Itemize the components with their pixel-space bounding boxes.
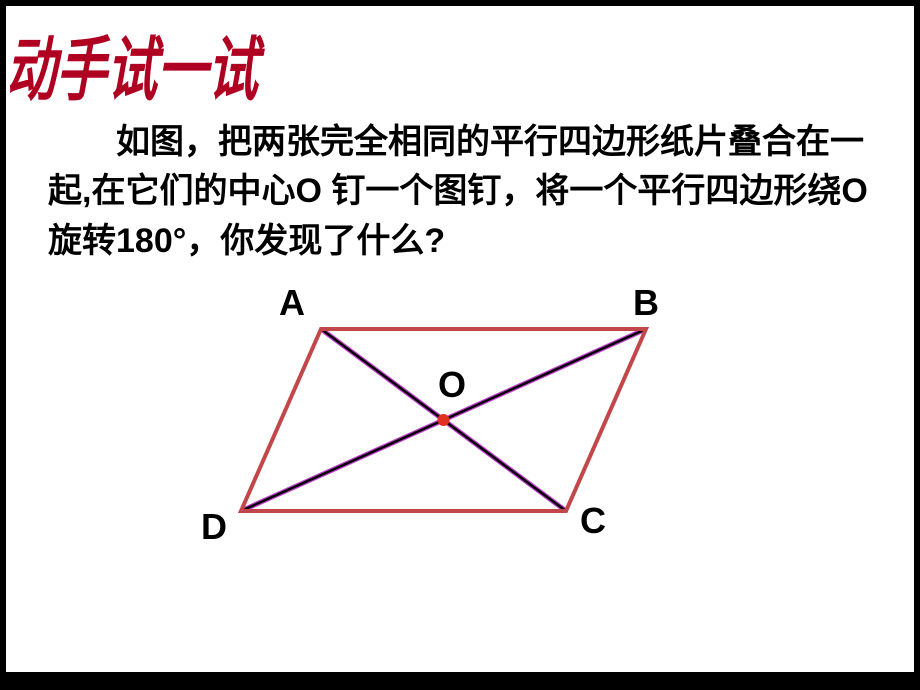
problem-text-content: 如图，把两张完全相同的平行四边形纸片叠合在一起,在它们的中心O 钉一个图钉，将一… (48, 123, 868, 260)
parallelogram-diagram (146, 276, 766, 596)
slide: 动手试一试 如图，把两张完全相同的平行四边形纸片叠合在一起,在它们的中心O 钉一… (6, 6, 914, 672)
label-D: D (201, 506, 227, 548)
label-B: B (633, 282, 659, 324)
label-O: O (438, 364, 466, 406)
label-A: A (279, 282, 305, 324)
label-C: C (580, 500, 606, 542)
slide-title: 动手试一试 (6, 14, 258, 115)
center-point-O (438, 414, 450, 426)
problem-text: 如图，把两张完全相同的平行四边形纸片叠合在一起,在它们的中心O 钉一个图钉，将一… (48, 118, 878, 266)
